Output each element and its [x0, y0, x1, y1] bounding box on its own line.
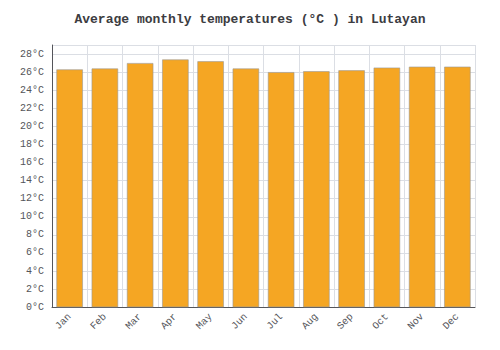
svg-text:Jul: Jul [265, 311, 285, 331]
svg-text:Average monthly temperatures (: Average monthly temperatures (°C ) in Lu… [74, 12, 425, 27]
svg-text:4°C: 4°C [26, 266, 44, 277]
svg-text:Aug: Aug [300, 311, 320, 331]
svg-text:16°C: 16°C [20, 157, 44, 168]
svg-text:2°C: 2°C [26, 284, 44, 295]
svg-text:10°C: 10°C [20, 211, 44, 222]
svg-text:Jun: Jun [229, 311, 249, 331]
svg-text:Jan: Jan [53, 311, 73, 331]
svg-text:22°C: 22°C [20, 103, 44, 114]
svg-text:12°C: 12°C [20, 193, 44, 204]
svg-text:6°C: 6°C [26, 247, 44, 258]
svg-text:24°C: 24°C [20, 85, 44, 96]
svg-text:Nov: Nov [406, 311, 426, 331]
svg-text:Feb: Feb [88, 311, 108, 331]
svg-text:Oct: Oct [370, 311, 390, 331]
svg-text:20°C: 20°C [20, 121, 44, 132]
svg-text:Apr: Apr [159, 311, 179, 331]
svg-text:Mar: Mar [124, 311, 144, 331]
svg-text:8°C: 8°C [26, 229, 44, 240]
svg-text:28°C: 28°C [20, 49, 44, 60]
svg-text:Dec: Dec [441, 311, 461, 331]
svg-text:26°C: 26°C [20, 67, 44, 78]
svg-text:Sep: Sep [335, 311, 355, 331]
svg-text:14°C: 14°C [20, 175, 44, 186]
svg-text:0°C: 0°C [26, 302, 44, 313]
svg-text:18°C: 18°C [20, 139, 44, 150]
svg-text:May: May [194, 311, 214, 331]
